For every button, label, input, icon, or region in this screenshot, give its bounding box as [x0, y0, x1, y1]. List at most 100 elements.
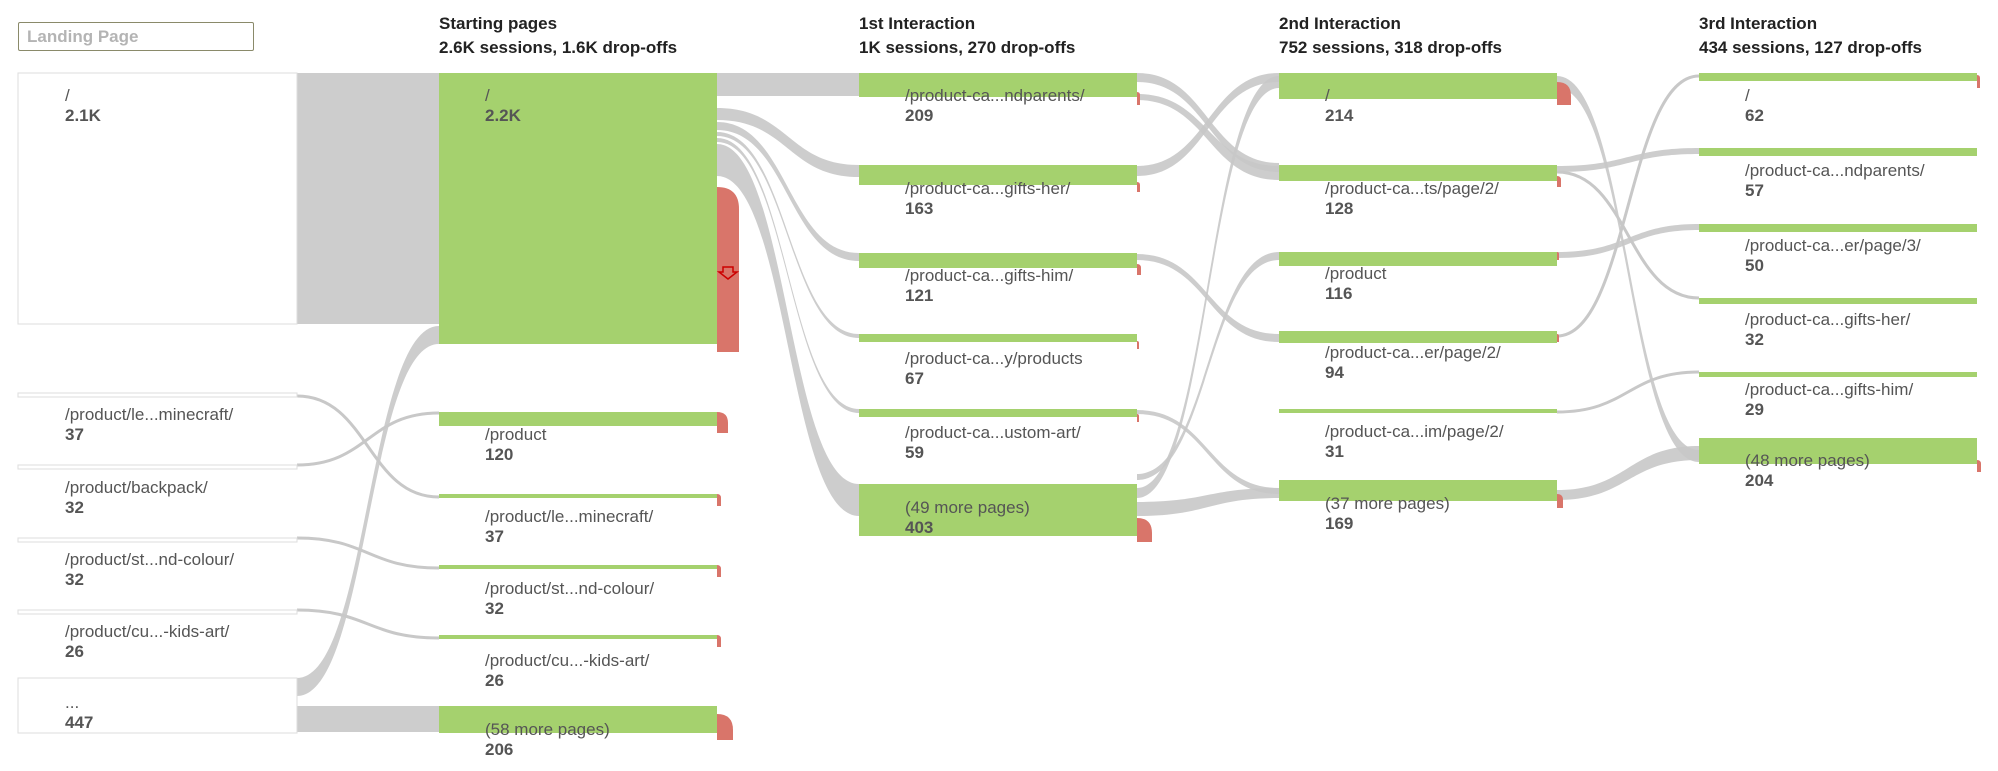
- flow-i2-to-i3: [1557, 76, 1699, 462]
- session-count: 29: [1745, 400, 1764, 419]
- page-path: /product: [485, 425, 547, 444]
- interaction1-node: [859, 409, 1137, 417]
- landing-page-node-label[interactable]: /product/cu...-kids-art/26: [65, 622, 229, 662]
- page-path: /: [485, 86, 490, 105]
- session-count: 59: [905, 443, 924, 462]
- page-path: (37 more pages): [1325, 494, 1450, 513]
- dropoff-bar: [1137, 92, 1140, 105]
- interaction3-node: [1699, 148, 1977, 156]
- dropoff-bar: [1557, 252, 1559, 260]
- session-count: 128: [1325, 199, 1354, 218]
- session-count: 204: [1745, 471, 1774, 490]
- interaction2-node-label[interactable]: /product-ca...im/page/2/31: [1325, 422, 1504, 462]
- flow-start-to-i1-more: [717, 144, 859, 516]
- session-count: 31: [1325, 442, 1344, 461]
- dropoff-bar: [1557, 82, 1571, 105]
- flow-i2-to-i3: [1556, 74, 1700, 338]
- dropoff-bar: [717, 412, 728, 433]
- starting-page-node-label[interactable]: (58 more pages) 206: [485, 720, 610, 760]
- flow-i2-to-i3: [1557, 224, 1699, 258]
- interaction3-node-label[interactable]: /product-ca...ndparents/57: [1745, 161, 1925, 201]
- dropoff-bar: [717, 494, 721, 506]
- session-count: 121: [905, 286, 934, 305]
- page-path: /product/st...nd-colour/: [65, 550, 235, 569]
- page-path: /product-ca...y/products: [905, 349, 1083, 368]
- session-count: 57: [1745, 181, 1764, 200]
- interaction1-node-label[interactable]: /product-ca...gifts-him/121: [905, 266, 1073, 306]
- interaction1-node: [859, 253, 1137, 268]
- page-path: /product-ca...gifts-her/: [905, 179, 1071, 198]
- interaction1-node-label[interactable]: (49 more pages) 403: [905, 498, 1030, 538]
- page-path: /product-ca...ndparents/: [905, 86, 1085, 105]
- dropoff-bar: [717, 714, 733, 740]
- landing-page-node-label[interactable]: /product/st...nd-colour/32: [65, 550, 234, 590]
- flow-start-to-i1-products: [717, 132, 859, 338]
- start-node-home: [439, 73, 717, 344]
- flow-landing-minecraft: [296, 394, 440, 499]
- page-path: /product-ca...gifts-him/: [1745, 380, 1914, 399]
- page-path: (48 more pages): [1745, 451, 1870, 470]
- starting-page-node-label[interactable]: /2.2K: [485, 86, 521, 126]
- interaction1-node-label[interactable]: /product-ca...ndparents/209: [905, 86, 1085, 126]
- interaction3-node: [1699, 73, 1977, 81]
- session-count: 2.1K: [65, 106, 101, 125]
- session-count: 32: [65, 570, 84, 589]
- session-count: 120: [485, 445, 514, 464]
- starting-page-node-label[interactable]: /product/cu...-kids-art/26: [485, 651, 649, 691]
- flow-start-to-i1-gifts-him: [717, 122, 859, 261]
- starting-page-node-label[interactable]: /product/le...minecraft/37: [485, 507, 653, 547]
- interaction3-node: [1699, 298, 1977, 304]
- interaction3-node-label[interactable]: /product-ca...er/page/3/50: [1745, 236, 1921, 276]
- dropoff-bar: [1557, 176, 1561, 187]
- session-count: 26: [485, 671, 504, 690]
- starting-page-node-label[interactable]: /product 120: [485, 425, 546, 465]
- interaction3-node-label[interactable]: (48 more pages) 204: [1745, 451, 1870, 491]
- flow-landing-other-to-start-more: [297, 706, 439, 732]
- interaction3-node-label[interactable]: /product-ca...gifts-him/29: [1745, 380, 1913, 420]
- interaction1-node-label[interactable]: /product-ca...gifts-her/163: [905, 179, 1070, 219]
- column-subtitle: 1K sessions, 270 drop-offs: [859, 38, 1076, 57]
- column-header-starting-pages: Starting pages 2.6K sessions, 1.6K drop-…: [439, 12, 677, 60]
- flow-i1-to-i2: [1137, 252, 1279, 480]
- interaction2-node-label[interactable]: /product 116: [1325, 264, 1386, 304]
- session-count: 26: [65, 642, 84, 661]
- interaction3-node-label[interactable]: /product-ca...gifts-her/32: [1745, 310, 1910, 350]
- interaction3-node: [1699, 372, 1977, 377]
- starting-page-node-label[interactable]: /product/st...nd-colour/32: [485, 579, 654, 619]
- page-path: /product-ca...ustom-art/: [905, 423, 1081, 442]
- flow-landing-kids-art: [296, 608, 440, 640]
- session-count: 209: [905, 106, 934, 125]
- page-path: /product/le...minecraft/: [485, 507, 654, 526]
- page-path: ...: [65, 693, 80, 712]
- interaction2-node: [1279, 409, 1557, 413]
- interaction2-node-label[interactable]: (37 more pages) 169: [1325, 494, 1450, 534]
- start-node: [439, 494, 717, 498]
- landing-node: [17, 72, 298, 325]
- page-path: /product-ca...gifts-him/: [905, 266, 1074, 285]
- page-path: /product-ca...er/page/2/: [1325, 343, 1501, 362]
- interaction1-node-label[interactable]: /product-ca...ustom-art/59: [905, 423, 1081, 463]
- interaction2-node-label[interactable]: /214: [1325, 86, 1353, 126]
- dropoff-bar: [1977, 460, 1981, 472]
- interaction1-node: [859, 165, 1137, 185]
- session-count: 206: [485, 740, 514, 759]
- interaction2-node-label[interactable]: /product-ca...ts/page/2/128: [1325, 179, 1499, 219]
- interaction1-node: [859, 484, 1137, 536]
- page-path: /product-ca...gifts-her/: [1745, 310, 1911, 329]
- landing-page-node-label[interactable]: ... 447: [65, 693, 93, 733]
- session-count: 403: [905, 518, 934, 537]
- session-count: 50: [1745, 256, 1764, 275]
- landing-page-node-label[interactable]: /product/backpack/32: [65, 478, 208, 518]
- interaction1-node-label[interactable]: /product-ca...y/products 67: [905, 349, 1083, 389]
- dropoff-bar: [1137, 182, 1140, 192]
- page-path: /product/backpack/: [65, 478, 208, 497]
- interaction3-node: [1699, 224, 1977, 232]
- flow-i2-to-i3: [1556, 370, 1700, 414]
- session-count: 163: [905, 199, 934, 218]
- interaction2-node-label[interactable]: /product-ca...er/page/2/94: [1325, 343, 1501, 383]
- flow-landing-stand-colour: [296, 536, 440, 570]
- landing-page-node-label[interactable]: /2.1K: [65, 86, 101, 126]
- interaction3-node-label[interactable]: /62: [1745, 86, 1764, 126]
- landing-page-dimension-select[interactable]: Landing Page: [18, 22, 254, 51]
- landing-page-node-label[interactable]: /product/le...minecraft/37: [65, 405, 233, 445]
